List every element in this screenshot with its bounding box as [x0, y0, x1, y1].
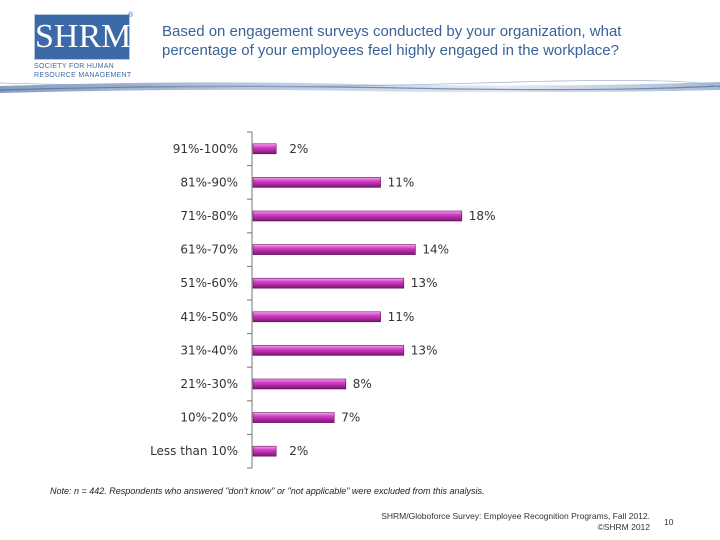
category-label: 81%-90%	[180, 175, 238, 189]
decorative-band	[0, 80, 720, 93]
logo-registered-mark: ®	[128, 12, 134, 19]
logo-subtitle: SOCIETY FOR HUMAN RESOURCE MANAGEMENT	[34, 63, 132, 79]
source-line-1: SHRM/Globoforce Survey: Employee Recogni…	[381, 511, 650, 521]
bar-0	[252, 143, 277, 155]
category-label: 10%-20%	[180, 411, 238, 425]
category-label: 91%-100%	[173, 142, 238, 156]
bar-1	[252, 177, 381, 188]
value-label: 2%	[289, 444, 308, 458]
category-label: 71%-80%	[180, 209, 238, 223]
bar-5	[252, 311, 381, 323]
bar-6	[252, 345, 405, 356]
value-label: 7%	[341, 411, 360, 425]
category-label: 31%-40%	[180, 343, 238, 357]
category-label: 51%-60%	[180, 276, 238, 290]
bar-2	[252, 210, 463, 222]
category-label: Less than 10%	[150, 444, 238, 458]
bar-3	[252, 244, 416, 255]
bar-8	[252, 412, 335, 423]
value-label: 2%	[289, 142, 308, 156]
category-label: 41%-50%	[180, 310, 238, 324]
value-label: 11%	[388, 175, 415, 189]
slide-title: Based on engagement surveys conducted by…	[162, 23, 622, 59]
value-label: 11%	[388, 310, 415, 324]
bar-4	[252, 277, 405, 289]
value-label: 13%	[411, 343, 438, 357]
category-label: 61%-70%	[180, 243, 238, 257]
value-label: 8%	[353, 377, 372, 391]
source-line-2: ©SHRM 2012	[597, 522, 650, 532]
logo-mark: SHRM	[34, 14, 131, 60]
source-citation: SHRM/Globoforce Survey: Employee Recogni…	[330, 511, 650, 533]
value-label: 18%	[469, 209, 496, 223]
footnote: Note: n = 442. Respondents who answered …	[50, 486, 485, 496]
value-label: 14%	[422, 243, 449, 257]
page-number: 10	[664, 517, 674, 527]
shrm-logo: SHRM ® SOCIETY FOR HUMAN RESOURCE MANAGE…	[30, 12, 134, 88]
category-label: 21%-30%	[180, 377, 238, 391]
bar-9	[252, 445, 277, 457]
bar-7	[252, 378, 347, 390]
value-label: 13%	[411, 276, 438, 290]
